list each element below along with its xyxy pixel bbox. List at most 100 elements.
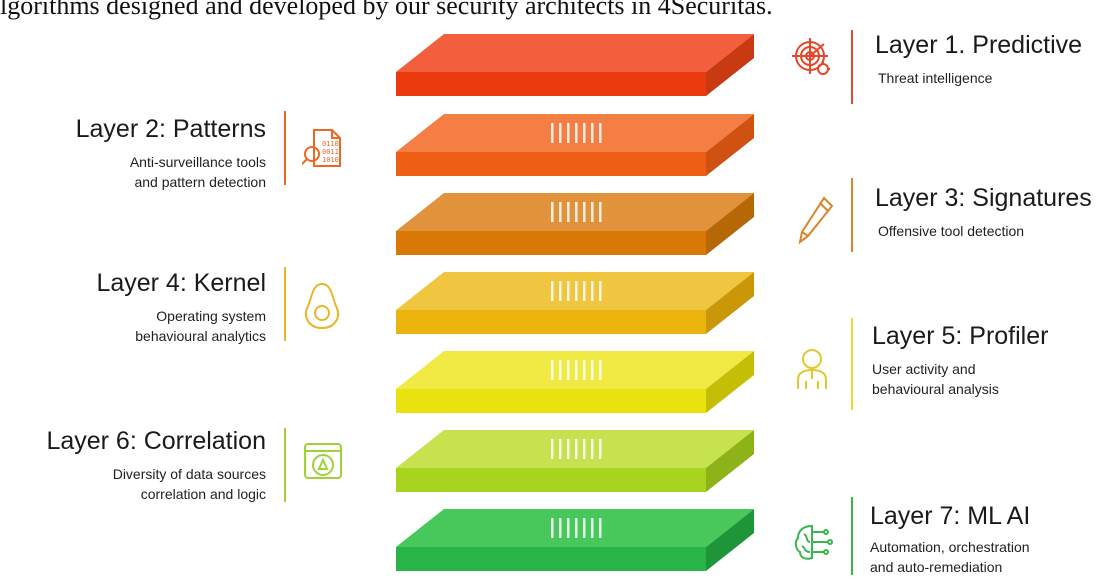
- slab-front-3: [396, 231, 706, 255]
- slab-stripes-6: [551, 439, 602, 459]
- pen-icon: [798, 196, 834, 245]
- stripe: [559, 281, 562, 301]
- stripe: [551, 439, 554, 459]
- stripe: [591, 281, 594, 301]
- stripe: [567, 202, 570, 222]
- slab-layer-4: [396, 272, 754, 334]
- layer-2-desc: Anti-surveillance tools and pattern dete…: [129, 153, 266, 190]
- user-profile-icon: [797, 349, 827, 389]
- stripe: [575, 281, 578, 301]
- layer-6-title: Layer 6: Correlation: [46, 427, 266, 455]
- layer-3-label: Layer 3: Signatures Offensive tool detec…: [875, 184, 1092, 241]
- stripe: [575, 518, 578, 538]
- slab-front-4: [396, 310, 706, 334]
- stripe: [551, 360, 554, 380]
- slab-front-6: [396, 468, 706, 492]
- layer-7-divider: [851, 497, 853, 575]
- layer-1-divider: [851, 30, 853, 104]
- stripe: [559, 360, 562, 380]
- stripe: [559, 439, 562, 459]
- layer-3-desc: Offensive tool detection: [878, 222, 1025, 239]
- stripe: [559, 123, 562, 143]
- layer-4-label: Layer 4: Kernel Operating system behavio…: [96, 269, 266, 346]
- layer-6-divider: [284, 428, 286, 502]
- stripe: [591, 202, 594, 222]
- stripe: [567, 518, 570, 538]
- slab-top-1: [396, 34, 754, 72]
- binary-document-search-icon: 0110 0011 1010: [302, 129, 341, 167]
- slab-side-6: [706, 430, 754, 492]
- stripe: [591, 439, 594, 459]
- layer-7-title: Layer 7: ML AI: [870, 502, 1031, 530]
- slab-front-5: [396, 389, 706, 413]
- stripe: [599, 439, 602, 459]
- svg-text:0011: 0011: [322, 148, 339, 156]
- stripe: [583, 439, 586, 459]
- stripe: [567, 439, 570, 459]
- slab-side-1: [706, 34, 754, 96]
- slab-stripes-2: [551, 123, 602, 143]
- layer-3-title: Layer 3: Signatures: [875, 184, 1092, 212]
- stripe: [599, 202, 602, 222]
- stripe: [575, 202, 578, 222]
- layer-5-divider: [851, 318, 853, 410]
- slab-side-7: [706, 509, 754, 571]
- svg-text:1010: 1010: [322, 156, 339, 164]
- layer-5-title: Layer 5: Profiler: [872, 322, 1049, 350]
- stripe: [575, 439, 578, 459]
- slab-layer-3: [396, 193, 754, 255]
- slab-layer-1: [396, 34, 754, 96]
- layer-6-desc: Diversity of data sources correlation an…: [112, 465, 266, 502]
- layer-1-desc: Threat intelligence: [878, 69, 993, 86]
- layer-5-desc: User activity and behavioural analysis: [872, 360, 999, 397]
- stripe: [591, 360, 594, 380]
- slab-stripes-5: [551, 360, 602, 380]
- slab-layer-6: [396, 430, 754, 492]
- brain-circuit-icon: [794, 524, 833, 560]
- slab-front-1: [396, 72, 706, 96]
- stripe: [551, 202, 554, 222]
- layer-7-label: Layer 7: ML AI Automation, orchestration…: [870, 502, 1031, 577]
- layer-2-title: Layer 2: Patterns: [75, 115, 266, 143]
- slab-stripes-7: [551, 518, 602, 538]
- slab-front-7: [396, 547, 706, 571]
- stripe: [599, 281, 602, 301]
- slab-side-2: [706, 114, 754, 176]
- slab-side-5: [706, 351, 754, 413]
- layer-2-label: Layer 2: Patterns Anti-surveillance tool…: [75, 115, 266, 192]
- stripe: [583, 518, 586, 538]
- layer-6-label: Layer 6: Correlation Diversity of data s…: [46, 427, 266, 504]
- slab-front-2: [396, 152, 706, 176]
- stripe: [583, 281, 586, 301]
- slab-side-4: [706, 272, 754, 334]
- slab-layer-7: [396, 509, 754, 571]
- slab-stripes-4: [551, 281, 602, 301]
- stripe: [575, 360, 578, 380]
- svg-text:0110: 0110: [322, 140, 339, 148]
- layer-3-divider: [851, 178, 853, 252]
- layer-1-title: Layer 1. Predictive: [875, 31, 1083, 59]
- layer-4-title: Layer 4: Kernel: [96, 269, 266, 297]
- stripe: [559, 518, 562, 538]
- stripe: [583, 202, 586, 222]
- window-gear-alert-icon: [304, 443, 342, 479]
- stripe: [599, 360, 602, 380]
- stripe: [551, 281, 554, 301]
- stripe: [583, 123, 586, 143]
- layer-5-label: Layer 5: Profiler User activity and beha…: [872, 322, 1049, 399]
- slab-layer-2: [396, 114, 754, 176]
- stripe: [567, 281, 570, 301]
- avocado-kernel-icon: [304, 282, 340, 330]
- layer-4-divider: [284, 267, 286, 341]
- caption-text: lgorithms designed and developed by our …: [0, 0, 773, 20]
- slab-side-3: [706, 193, 754, 255]
- slab-layer-5: [396, 351, 754, 413]
- layer-7-desc: Automation, orchestration and auto-remed…: [870, 538, 1030, 575]
- stripe: [551, 518, 554, 538]
- stripe: [599, 123, 602, 143]
- radar-target-icon: [792, 38, 830, 75]
- stripe: [591, 518, 594, 538]
- stripe: [567, 123, 570, 143]
- stripe: [551, 123, 554, 143]
